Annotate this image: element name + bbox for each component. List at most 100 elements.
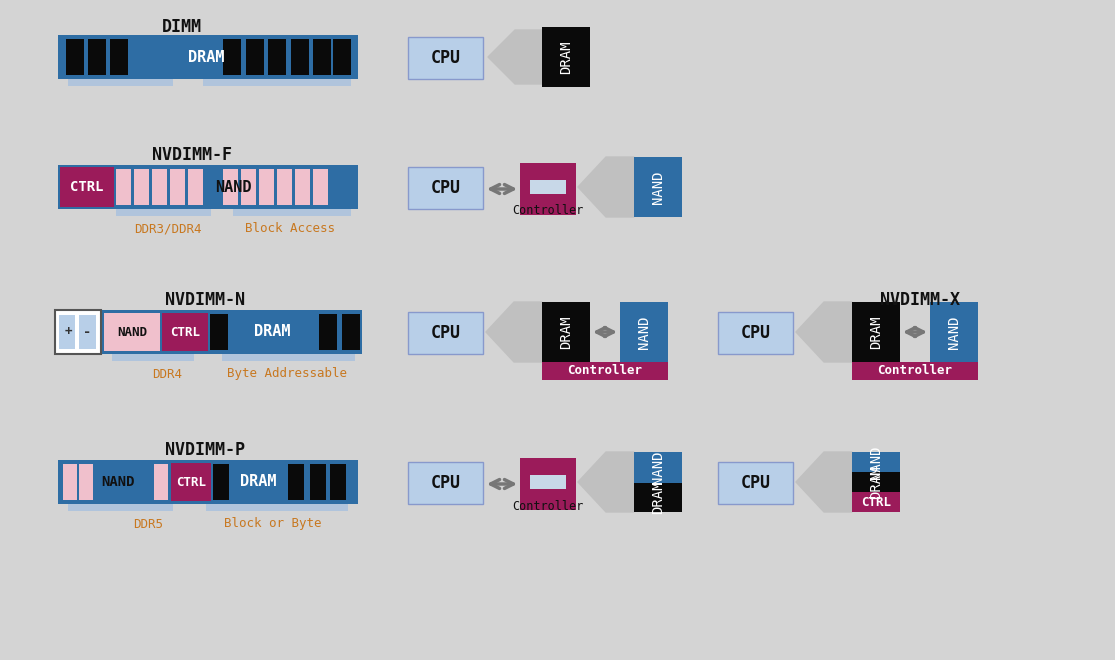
Bar (68, 79, 173, 86)
Bar (520, 163, 576, 215)
Text: DRAM: DRAM (187, 50, 224, 65)
Bar (718, 312, 793, 354)
Bar (101, 310, 362, 354)
Text: Controller: Controller (878, 364, 952, 378)
Bar (277, 169, 292, 205)
Bar (210, 314, 227, 350)
Text: NVDIMM-F: NVDIMM-F (152, 146, 232, 164)
Text: CPU: CPU (430, 324, 460, 342)
Bar (408, 37, 483, 79)
Text: CTRL: CTRL (169, 325, 200, 339)
Bar (162, 313, 209, 351)
Bar (116, 169, 130, 205)
Bar (634, 452, 682, 483)
Polygon shape (486, 302, 542, 362)
Bar (542, 302, 590, 362)
Bar (213, 464, 229, 500)
Text: DDR5: DDR5 (133, 517, 163, 531)
Bar (79, 464, 93, 500)
Text: DRAM: DRAM (240, 475, 277, 490)
Bar (268, 39, 287, 75)
Bar (408, 312, 483, 354)
Text: NVDIMM-N: NVDIMM-N (165, 291, 245, 309)
Bar (233, 209, 351, 216)
Text: DIMM: DIMM (162, 18, 202, 36)
Bar (259, 169, 274, 205)
Bar (79, 315, 96, 349)
Bar (60, 167, 114, 207)
Text: Controller: Controller (513, 500, 583, 513)
Text: DRAM: DRAM (869, 465, 883, 499)
Bar (930, 302, 978, 362)
Text: DRAM: DRAM (559, 40, 573, 74)
Text: DRAM: DRAM (869, 315, 883, 348)
Bar (530, 180, 566, 194)
Polygon shape (796, 452, 852, 512)
Bar (68, 504, 173, 511)
Bar (188, 169, 203, 205)
Bar (313, 169, 328, 205)
Text: CPU: CPU (740, 474, 770, 492)
Polygon shape (578, 157, 634, 217)
Text: Block or Byte: Block or Byte (224, 517, 322, 531)
Text: NAND: NAND (117, 325, 147, 339)
Bar (718, 462, 793, 504)
Bar (852, 472, 900, 492)
Bar (288, 464, 304, 500)
Bar (852, 362, 978, 380)
Bar (520, 458, 576, 510)
Bar (169, 169, 185, 205)
Bar (88, 39, 106, 75)
Bar (222, 354, 355, 361)
Bar (333, 39, 351, 75)
Bar (112, 354, 194, 361)
Bar (206, 504, 348, 511)
Text: DDR4: DDR4 (152, 368, 182, 381)
Text: Controller: Controller (568, 364, 642, 378)
Bar (203, 79, 351, 86)
Text: NAND: NAND (637, 315, 651, 348)
Bar (542, 362, 668, 380)
Text: NAND: NAND (101, 475, 135, 489)
Text: DDR3/DDR4: DDR3/DDR4 (134, 222, 202, 236)
Bar (530, 475, 566, 489)
Text: NAND: NAND (215, 180, 251, 195)
Text: Block Access: Block Access (245, 222, 334, 236)
Text: CPU: CPU (430, 179, 460, 197)
Text: NVDIMM-P: NVDIMM-P (165, 441, 245, 459)
Bar (852, 302, 900, 362)
Polygon shape (796, 302, 852, 362)
Bar (223, 169, 237, 205)
Bar (58, 165, 358, 209)
Polygon shape (578, 452, 634, 512)
Text: +: + (65, 325, 71, 339)
Bar (310, 464, 326, 500)
Bar (104, 313, 159, 351)
Bar (319, 314, 337, 350)
Bar (116, 209, 211, 216)
Bar (64, 464, 77, 500)
Text: CPU: CPU (430, 49, 460, 67)
Text: NAND: NAND (869, 446, 883, 478)
Bar (110, 39, 128, 75)
Text: DRAM: DRAM (254, 325, 290, 339)
Bar (66, 39, 84, 75)
Bar (408, 167, 483, 209)
Bar (408, 462, 483, 504)
Bar (58, 460, 358, 504)
Bar (852, 492, 900, 512)
Bar (241, 169, 256, 205)
Bar (620, 302, 668, 362)
Bar (58, 35, 358, 79)
Text: DRAM: DRAM (651, 480, 665, 514)
Text: DRAM: DRAM (559, 315, 573, 348)
Text: CTRL: CTRL (861, 496, 891, 508)
Bar (852, 452, 900, 472)
Bar (291, 39, 309, 75)
Bar (223, 39, 241, 75)
Bar (330, 464, 346, 500)
Polygon shape (488, 30, 542, 84)
Bar (55, 310, 101, 354)
Bar (634, 483, 682, 512)
Text: Controller: Controller (513, 205, 583, 218)
